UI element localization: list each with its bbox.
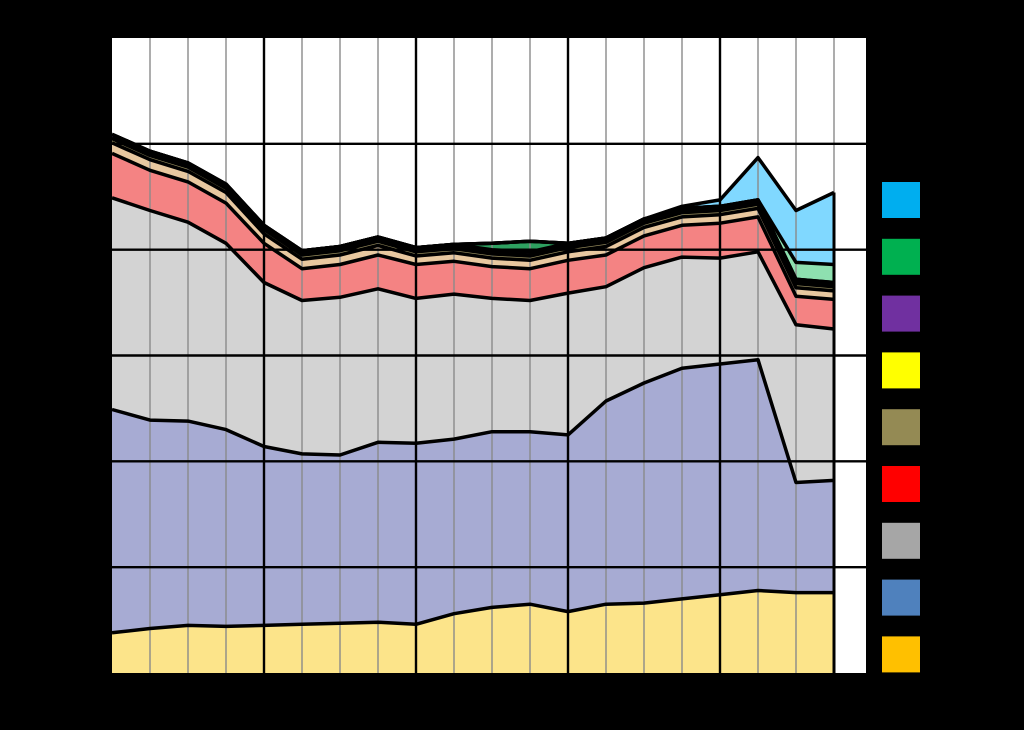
legend-swatch-3 — [882, 295, 920, 332]
area-series-3 — [112, 197, 834, 483]
legend-swatch-5 — [882, 409, 920, 446]
series-outline-11 — [111, 132, 835, 253]
series-outlines — [111, 132, 836, 673]
legend-swatch-7 — [882, 522, 920, 559]
series-outline-5 — [111, 141, 835, 293]
area-series-4 — [112, 153, 834, 329]
legend-swatch-1 — [882, 182, 920, 218]
legend-swatch-8 — [882, 579, 920, 616]
series-outline-2 — [111, 357, 835, 485]
gridlines — [112, 38, 866, 673]
legend-swatch-6 — [882, 466, 920, 502]
legend-swatch-9 — [882, 636, 920, 673]
area-series-1 — [112, 590, 834, 673]
legend-swatch-4 — [882, 352, 920, 389]
series-outline-4 — [111, 151, 835, 302]
series-outline-1 — [111, 588, 834, 635]
area-series-2 — [112, 359, 834, 633]
series-outline-3 — [111, 196, 835, 331]
series-outline-7 — [111, 135, 835, 288]
legend — [882, 182, 920, 673]
legend-swatch-2 — [882, 238, 920, 275]
